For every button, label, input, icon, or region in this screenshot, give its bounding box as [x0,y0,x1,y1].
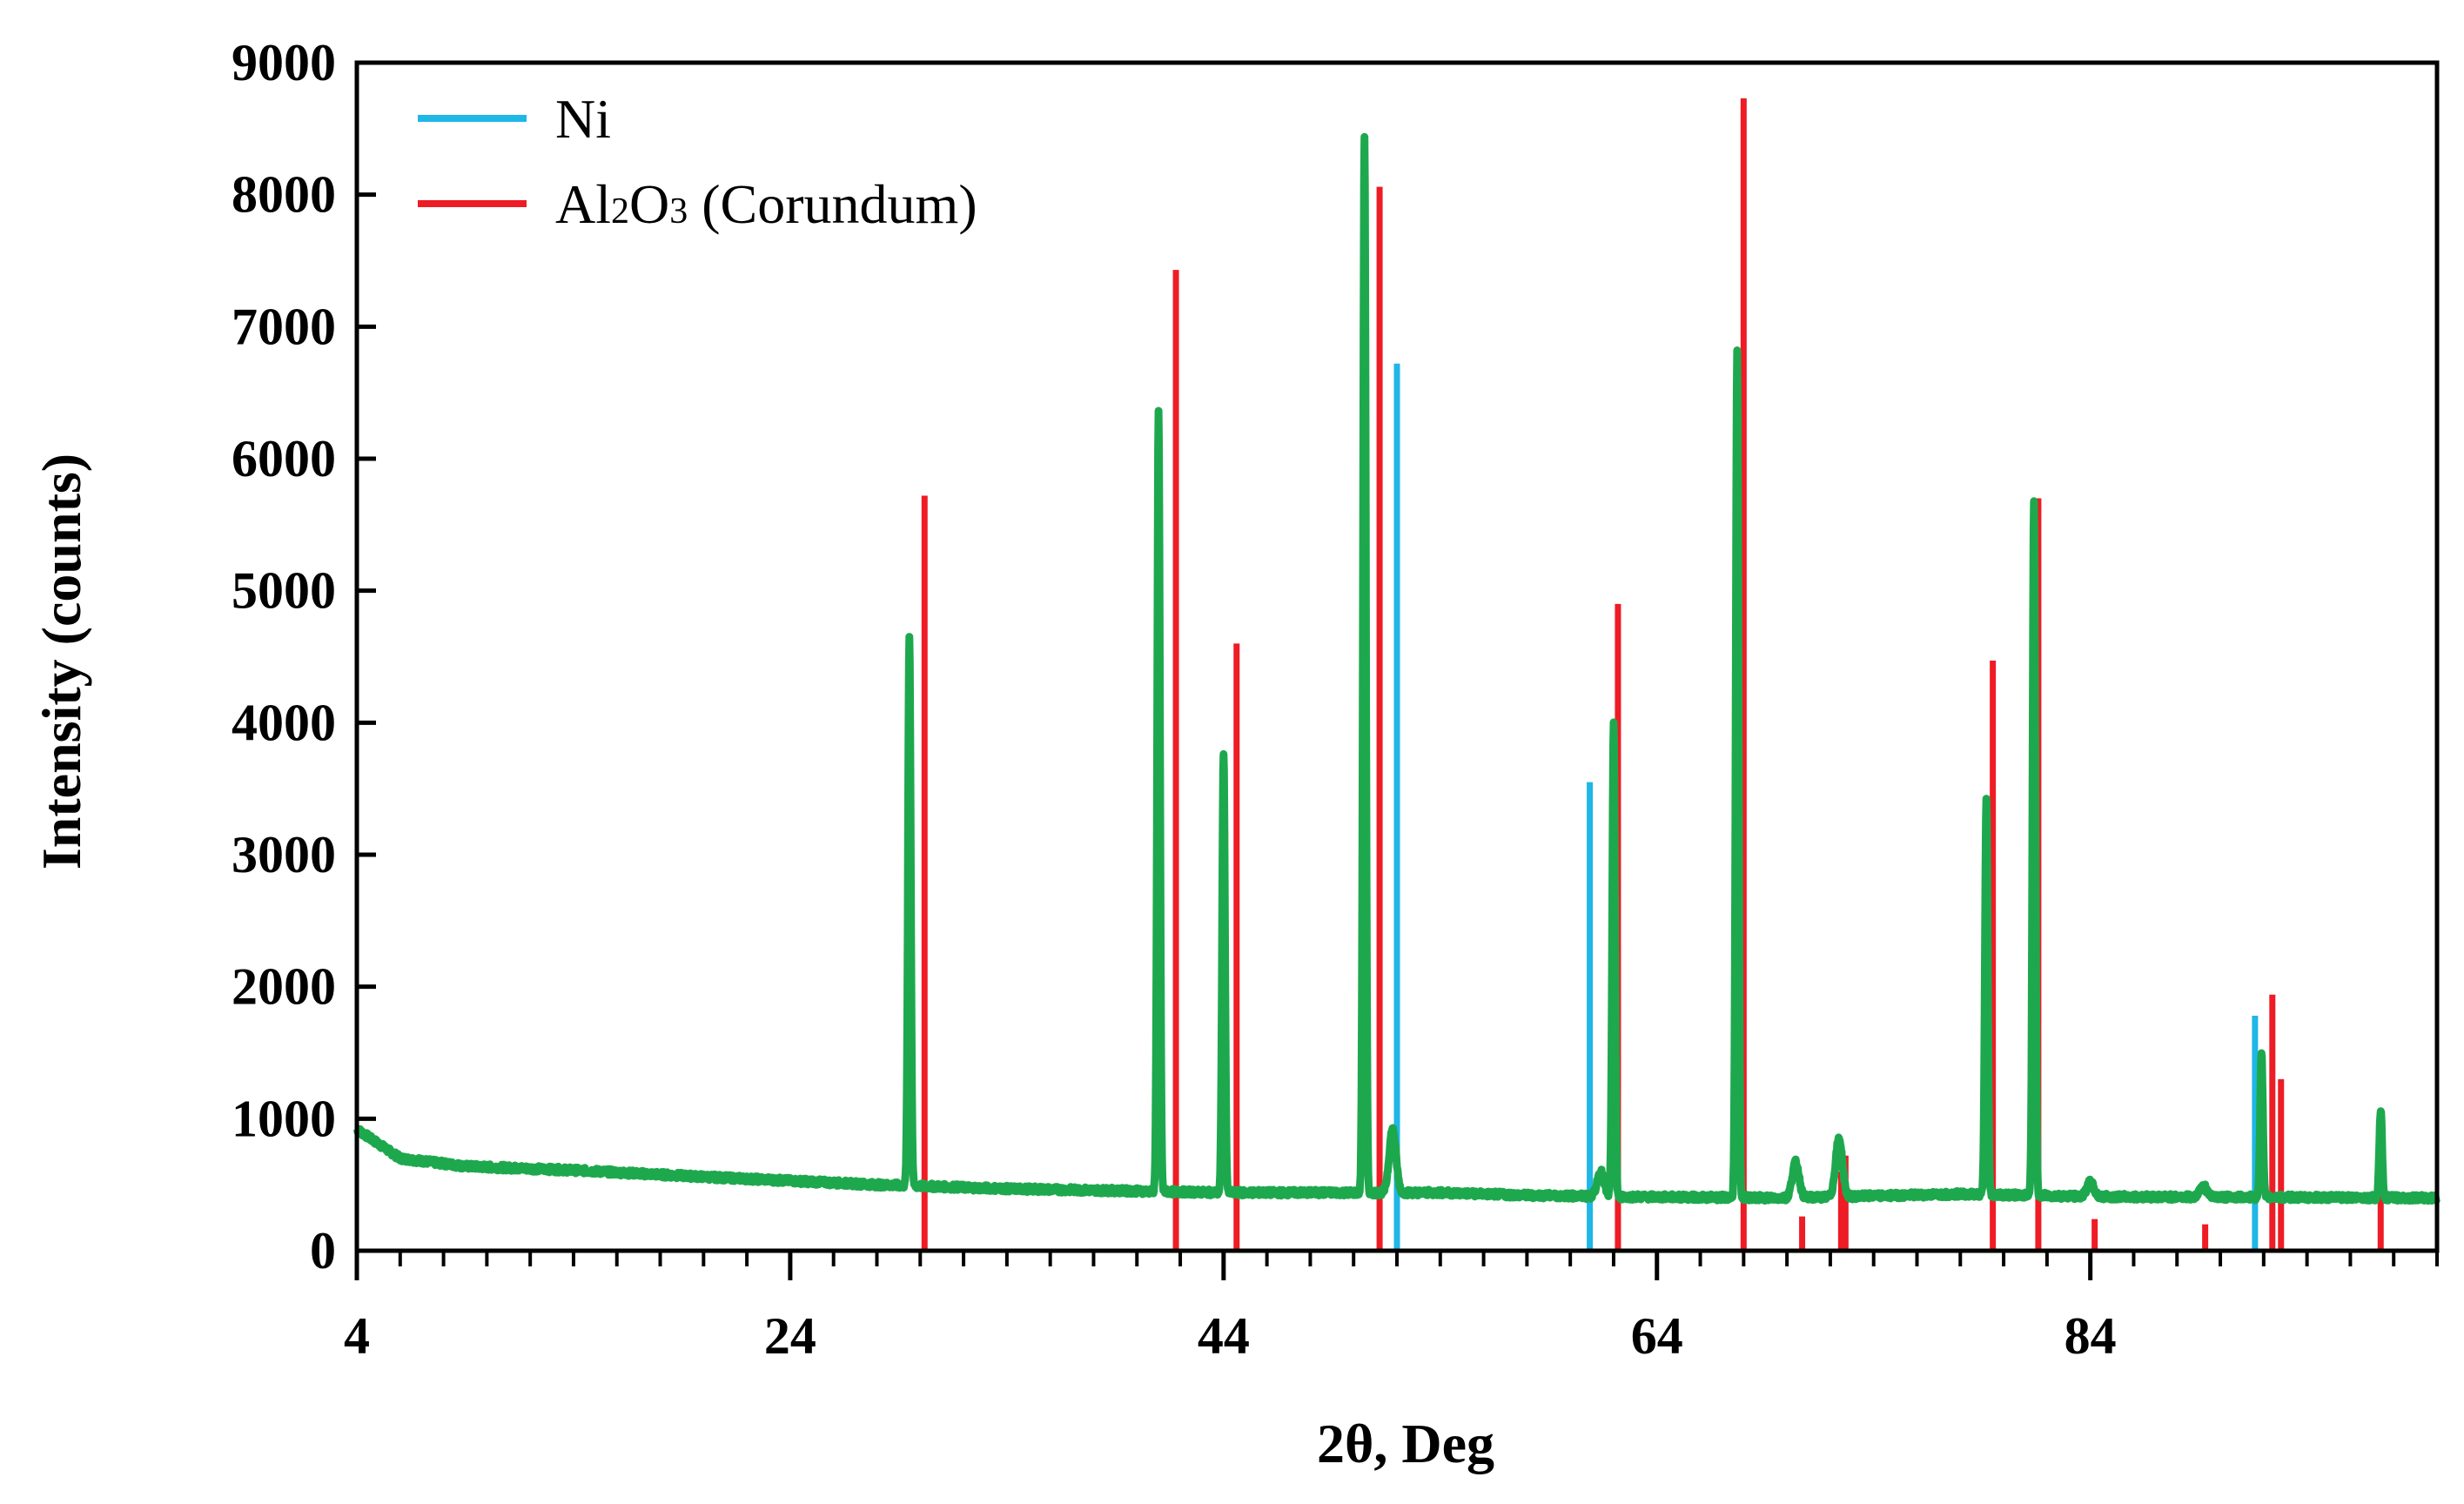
legend-label-ni: Ni [555,88,611,150]
y-tick-label: 5000 [232,562,336,620]
y-tick-label: 3000 [232,826,336,883]
x-axis-title: 2θ, Deg [1317,1413,1494,1474]
legend-al2o3-sub-2: 2 [611,191,629,232]
x-tick-label: 24 [764,1307,816,1365]
legend-label-al2o3: Al2O3 (Corundum) [555,173,977,235]
y-tick-label: 1000 [232,1090,336,1147]
y-axis-title: Intensity (counts) [30,453,92,870]
reference-lines-layer [921,97,2384,1251]
x-tick-label: 44 [1198,1307,1250,1365]
y-tick-label: 6000 [232,430,336,487]
measured-pattern-layer [353,132,2441,1205]
x-tick-label: 64 [1631,1307,1683,1365]
legend: Ni Al2O3 (Corundum) [418,88,977,235]
y-tick-label: 9000 [232,34,336,91]
legend-al2o3-suffix: (Corundum) [688,173,977,235]
legend-al2o3-sub-3: 3 [669,191,688,232]
y-tick-label: 7000 [232,298,336,355]
x-tick-label: 4 [344,1307,370,1365]
y-tick-label: 8000 [232,166,336,224]
legend-al2o3-part-al: Al [555,173,611,235]
legend-al2o3-part-o: O [629,173,669,235]
measured-pattern-line [353,132,2441,1205]
y-tick-label: 0 [310,1222,336,1279]
y-tick-label: 2000 [232,958,336,1016]
x-tick-label: 84 [2065,1307,2117,1365]
y-tick-label: 4000 [232,694,336,751]
